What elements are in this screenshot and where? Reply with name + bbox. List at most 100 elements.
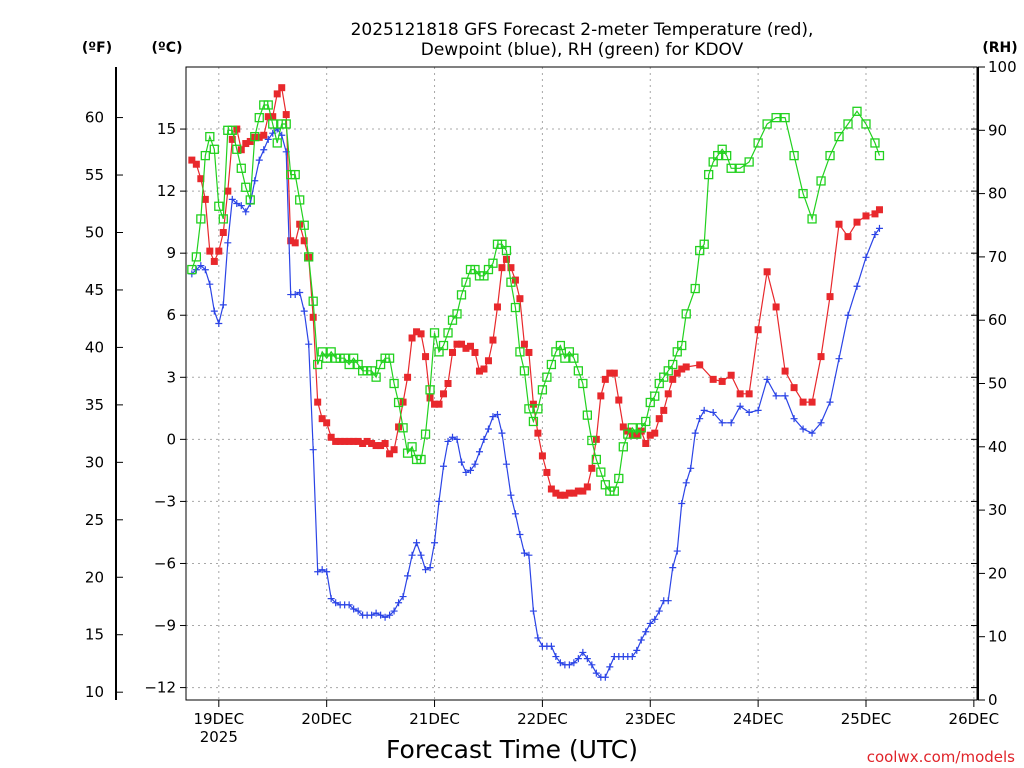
rh-point bbox=[290, 169, 300, 180]
rh-point bbox=[699, 239, 709, 249]
dewpoint-point bbox=[242, 208, 250, 216]
temperature-point bbox=[390, 446, 398, 454]
dewpoint-point bbox=[835, 355, 843, 363]
temperature-point bbox=[422, 353, 430, 361]
rh-point bbox=[209, 144, 219, 154]
dewpoint-point bbox=[426, 564, 434, 572]
temperature-point bbox=[466, 342, 474, 350]
temperature-point bbox=[449, 348, 457, 356]
rh-point bbox=[542, 372, 552, 382]
dewpoint-point bbox=[763, 375, 771, 383]
dewpoint-point bbox=[588, 661, 596, 669]
temperature-point bbox=[417, 330, 425, 338]
temperature-point bbox=[745, 390, 753, 398]
rh-point bbox=[205, 131, 215, 142]
temperature-point bbox=[444, 380, 452, 387]
temperature-point bbox=[323, 419, 331, 427]
temperature-point bbox=[453, 340, 461, 348]
rh-point bbox=[438, 340, 449, 351]
dewpoint-point bbox=[305, 340, 313, 348]
x-tick-label: 21DEC bbox=[409, 710, 460, 728]
temperature-point bbox=[215, 247, 223, 255]
temperature-point bbox=[413, 328, 421, 336]
rh-point bbox=[744, 157, 754, 167]
temperature-point bbox=[309, 313, 317, 321]
dewpoint-point bbox=[502, 460, 510, 468]
dewpoint-point bbox=[709, 408, 717, 416]
rh-point bbox=[596, 467, 606, 477]
temperature-point bbox=[475, 367, 483, 375]
celsius-tick-label: 3 bbox=[166, 368, 176, 386]
rh-point bbox=[456, 290, 467, 300]
rh-point bbox=[241, 182, 251, 192]
temperature-point bbox=[435, 400, 443, 408]
x-tick-label: 19DEC bbox=[194, 710, 245, 728]
temperature-point bbox=[440, 390, 448, 398]
dewpoint-point bbox=[493, 411, 501, 419]
dewpoint-point bbox=[678, 499, 686, 507]
x-tick-label: 23DEC bbox=[625, 710, 676, 728]
rh-point bbox=[609, 486, 619, 496]
rh-point bbox=[218, 214, 228, 224]
temperature-point bbox=[197, 175, 205, 183]
temperature-point bbox=[273, 90, 281, 98]
rh-tick-label: 50 bbox=[988, 375, 1007, 393]
dewpoint-point bbox=[390, 607, 398, 615]
rh-point bbox=[420, 429, 431, 439]
temperature-point bbox=[790, 384, 798, 392]
temperature-point bbox=[763, 268, 771, 276]
temperature-point bbox=[201, 195, 209, 203]
rh-point bbox=[587, 435, 597, 446]
temperature-point bbox=[431, 400, 439, 408]
dewpoint-point bbox=[565, 661, 573, 669]
dewpoint-point bbox=[642, 628, 650, 636]
temperature-point bbox=[633, 431, 641, 439]
temperature-point bbox=[246, 137, 254, 145]
dewpoint-point bbox=[628, 653, 636, 661]
dewpoint-point bbox=[727, 419, 735, 427]
dewpoint-point bbox=[296, 288, 304, 296]
rh-point bbox=[762, 119, 772, 129]
rh-point bbox=[722, 150, 732, 161]
rh-point bbox=[429, 328, 440, 338]
rh-point bbox=[798, 188, 808, 199]
rh-tick-label: 100 bbox=[988, 58, 1017, 76]
dewpoint-point bbox=[754, 406, 762, 414]
series-layer bbox=[187, 84, 885, 681]
temperature-point bbox=[853, 218, 861, 226]
rh-point bbox=[870, 138, 880, 148]
temperature-point bbox=[489, 336, 497, 344]
dewpoint-point bbox=[435, 497, 443, 505]
rh-point bbox=[227, 125, 237, 135]
temperature-point bbox=[525, 348, 533, 356]
rh-point bbox=[861, 119, 871, 129]
temperature-point bbox=[826, 293, 834, 301]
rh-point bbox=[510, 302, 521, 313]
rh-point bbox=[807, 214, 817, 224]
dewpoint-point bbox=[633, 646, 641, 654]
dewpoint-point bbox=[332, 599, 340, 607]
rh-point bbox=[519, 366, 530, 376]
rh-point bbox=[425, 385, 435, 395]
x-tick-sublabel: 2025 bbox=[200, 728, 238, 746]
temperature-point bbox=[651, 429, 659, 437]
celsius-tick-label: −9 bbox=[154, 617, 176, 635]
credit-link[interactable]: coolwx.com/models bbox=[867, 748, 1015, 766]
dewpoint-point bbox=[552, 653, 560, 661]
temperature-point bbox=[336, 437, 344, 445]
dewpoint-point bbox=[197, 262, 205, 270]
temperature-point bbox=[224, 187, 232, 195]
dewpoint-point bbox=[781, 392, 789, 400]
temperature-point bbox=[570, 489, 578, 497]
celsius-tick-label: 9 bbox=[166, 244, 176, 262]
fahrenheit-tick-label: 10 bbox=[85, 683, 104, 701]
dewpoint-point bbox=[480, 435, 488, 443]
rh-point bbox=[528, 416, 539, 427]
temperature-point bbox=[556, 491, 564, 499]
plot-frame bbox=[185, 66, 978, 701]
temperature-point bbox=[498, 264, 506, 272]
rh-point bbox=[461, 277, 471, 287]
chart-title-line1: 2025121818 GFS Forecast 2-meter Temperat… bbox=[351, 20, 814, 40]
dewpoint-point bbox=[745, 408, 753, 416]
temperature-point bbox=[381, 439, 389, 447]
